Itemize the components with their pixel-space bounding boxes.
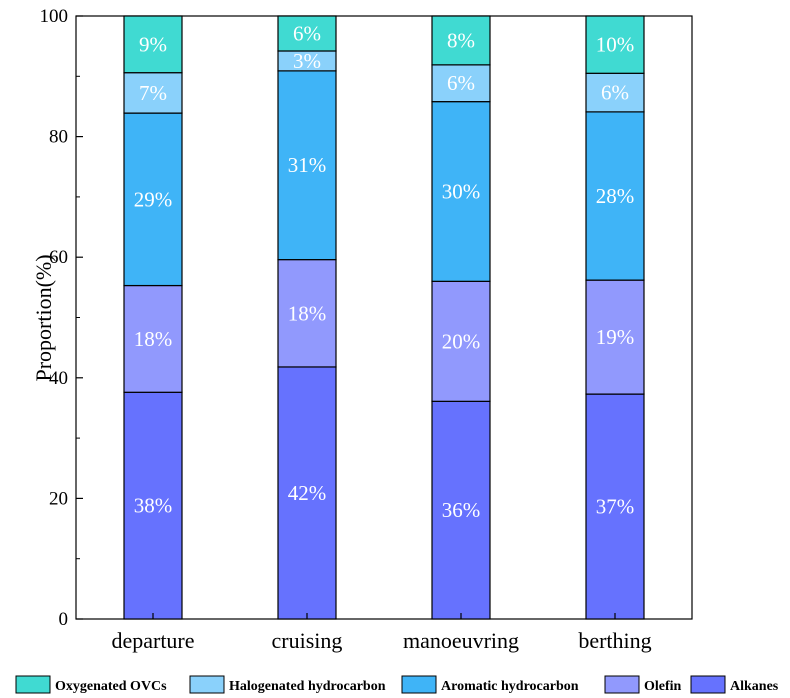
legend-label: Olefin [644, 679, 682, 694]
y-tick-label: 20 [49, 488, 68, 509]
bar-group-departure: 38% 18% 29% 7% 9% [123, 15, 183, 620]
legend-item: Halogenated hydrocarbon [189, 675, 386, 694]
x-tick-label: manoeuvring [403, 628, 519, 653]
bar-segment-oxygenated-ovcs [277, 15, 337, 52]
x-tick-label: cruising [272, 628, 343, 653]
bar-group-cruising: 42% 18% 31% 3% 6% [277, 15, 337, 620]
bar-data-label: 9% [139, 32, 167, 56]
legend-swatch [690, 675, 726, 694]
bar-data-label: 36% [442, 498, 481, 522]
legend-label: Halogenated hydrocarbon [229, 679, 386, 694]
bar-data-label: 6% [293, 21, 321, 45]
bar-group-berthing: 37% 19% 28% 6% 10% [585, 15, 645, 620]
bar-segment-olefin [123, 284, 183, 393]
legend-item: Alkanes [690, 675, 779, 694]
bar-data-label: 28% [596, 184, 635, 208]
legend-item: Olefin [604, 675, 682, 694]
bar-data-label: 20% [442, 329, 481, 353]
bar-data-label: 18% [288, 301, 327, 325]
legend-label: Oxygenated OVCs [55, 679, 167, 694]
bar-data-label: 8% [447, 28, 475, 52]
bar-segment-alkanes [585, 393, 645, 620]
bar-segment-oxygenated-ovcs [431, 15, 491, 66]
legend-label: Aromatic hydrocarbon [441, 679, 579, 694]
bar-segment-alkanes [431, 400, 491, 620]
bar-segment-olefin [431, 280, 491, 402]
legend-swatch [15, 675, 51, 694]
bar-data-label: 30% [442, 179, 481, 203]
y-tick-label: 40 [49, 368, 68, 389]
bar-segment-olefin [585, 279, 645, 395]
bar-data-label: 10% [596, 33, 635, 57]
x-tick-label: departure [111, 628, 194, 653]
y-tick-label: 0 [59, 609, 69, 630]
bar-segment-aromatic-hydrocarbon [277, 70, 337, 261]
bar-data-label: 6% [447, 71, 475, 95]
bar-segment-alkanes [277, 366, 337, 620]
bar-data-label: 31% [288, 153, 327, 177]
bar-segment-halogenated-hydrocarbon [585, 72, 645, 113]
legend-swatch [401, 675, 437, 694]
legend-item: Oxygenated OVCs [15, 675, 167, 694]
bar-segment-aromatic-hydrocarbon [431, 101, 491, 282]
x-tick-label: berthing [578, 628, 651, 653]
y-tick-label: 60 [49, 247, 68, 268]
y-tick-label: 100 [40, 6, 69, 27]
legend-label: Alkanes [730, 679, 779, 694]
x-axis: departure cruising manoeuvring berthing [111, 613, 652, 653]
bar-data-label: 6% [601, 81, 629, 105]
bar-segment-aromatic-hydrocarbon [585, 111, 645, 281]
legend-swatch [604, 675, 640, 694]
legend: Oxygenated OVCs Halogenated hydrocarbon Ar… [15, 675, 779, 694]
bar-group-manoeuvring: 36% 20% 30% 6% 8% [431, 15, 491, 620]
y-tick-label: 80 [49, 127, 68, 148]
bar-segment-oxygenated-ovcs [585, 15, 645, 74]
bar-data-label: 38% [134, 494, 173, 518]
bar-data-label: 42% [288, 481, 327, 505]
bar-segment-olefin [277, 259, 337, 368]
bar-data-label: 29% [134, 187, 173, 211]
bar-data-label: 37% [596, 495, 635, 519]
bar-data-label: 18% [134, 327, 173, 351]
plot-area: 38%18%29%7%9%42%18%31%3%6%36%20%30%6%8%3… [75, 15, 693, 620]
bar-data-label: 3% [293, 49, 321, 73]
bar-data-label: 19% [596, 325, 635, 349]
y-axis: 0 20 40 60 80 100 [40, 6, 83, 630]
bar-segment-oxygenated-ovcs [123, 15, 183, 74]
legend-item: Aromatic hydrocarbon [401, 675, 579, 694]
bar-data-label: 7% [139, 81, 167, 105]
y-axis-title: Proportion(%) [31, 254, 56, 381]
legend-swatch [189, 675, 225, 694]
